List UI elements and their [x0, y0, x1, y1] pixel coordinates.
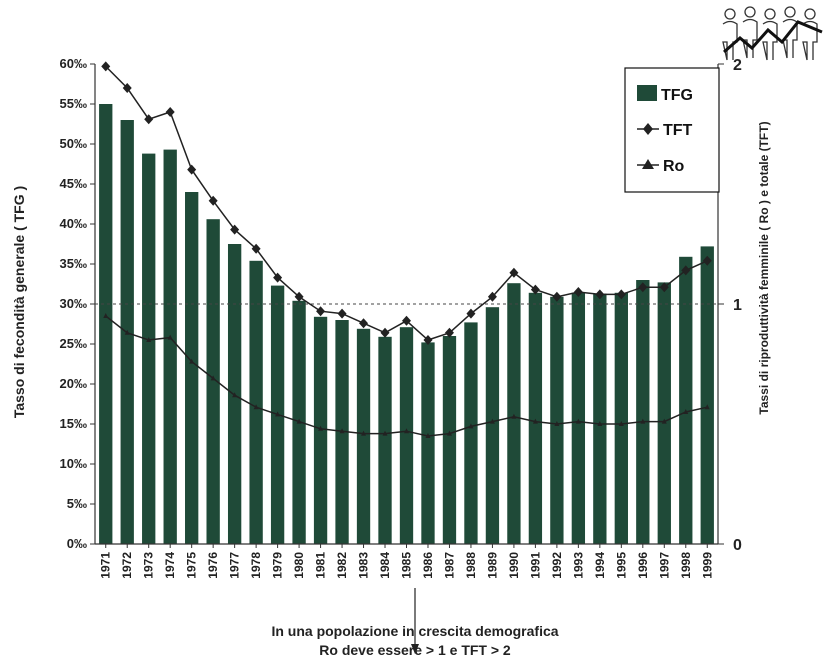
y-left-tick-label: 15‰: [60, 416, 87, 431]
y-left-tick-label: 10‰: [60, 456, 87, 471]
x-tick-label: 1984: [378, 552, 392, 579]
legend: TFG TFT Ro: [625, 68, 719, 192]
y-left-tick-label: 55‰: [60, 96, 87, 111]
x-tick-label: 1972: [120, 552, 134, 579]
x-tick-label: 1988: [464, 552, 478, 579]
point-tft-1984: [381, 328, 390, 338]
x-tick-label: 1993: [571, 552, 585, 579]
y-left-tick-label: 35‰: [60, 256, 87, 271]
bar-1995: [615, 293, 628, 544]
y-left-tick-label: 40‰: [60, 216, 87, 231]
bar-1991: [529, 293, 542, 544]
bar-1998: [679, 257, 692, 544]
bar-1993: [572, 293, 585, 544]
x-tick-label: 1974: [163, 552, 177, 579]
legend-label-tfg: TFG: [661, 87, 693, 104]
x-tick-label: 1994: [593, 552, 607, 579]
bar-1990: [507, 283, 520, 544]
y-left-tick-label: 0‰: [67, 536, 87, 551]
y-right-tick-label: 1: [733, 297, 742, 314]
y-right-tick-label: 0: [733, 537, 742, 554]
x-tick-label: 1997: [657, 552, 671, 579]
bar-1973: [142, 154, 155, 544]
y-axis-right-title: Tassi di riproduttività femminile ( Ro )…: [757, 121, 771, 414]
note-line-2: Ro deve essere > 1 e TFT > 2: [0, 642, 830, 658]
bar-1978: [249, 261, 262, 544]
y-left-tick-label: 30‰: [60, 296, 87, 311]
x-tick-label: 1990: [507, 552, 521, 579]
bar-1989: [486, 307, 499, 544]
bar-1988: [464, 322, 477, 544]
x-tick-label: 1971: [99, 552, 113, 579]
x-tick-label: 1986: [421, 552, 435, 579]
y-left-tick-label: 60‰: [60, 56, 87, 71]
x-tick-label: 1992: [550, 552, 564, 579]
bar-1975: [185, 192, 198, 544]
y-axis-left-title: Tasso di fecondità generale ( TFG ): [11, 186, 27, 418]
x-tick-label: 1987: [442, 552, 456, 579]
bar-1974: [164, 150, 177, 544]
x-tick-label: 1981: [314, 552, 328, 579]
y-left-tick-label: 25‰: [60, 336, 87, 351]
bar-1997: [658, 282, 671, 544]
x-tick-label: 1980: [292, 552, 306, 579]
legend-label-ro: Ro: [663, 158, 685, 175]
x-tick-label: 1976: [206, 552, 220, 579]
note-line-1: In una popolazione in crescita demografi…: [0, 623, 830, 639]
legend-swatch-tfg: [637, 85, 657, 101]
y-left-tick-label: 5‰: [67, 496, 87, 511]
people-growth-logo-icon: [718, 2, 828, 66]
x-tick-label: 1975: [185, 552, 199, 579]
x-tick-label: 1982: [335, 552, 349, 579]
bar-1987: [443, 336, 456, 544]
legend-label-tft: TFT: [663, 122, 693, 139]
x-tick-label: 1983: [357, 552, 371, 579]
y-left-tick-label: 50‰: [60, 136, 87, 151]
x-tick-label: 1996: [636, 552, 650, 579]
point-tft-1983: [359, 318, 368, 328]
bar-1984: [378, 337, 391, 544]
bar-1994: [593, 294, 606, 544]
point-tft-1981: [316, 306, 325, 316]
x-tick-label: 1973: [142, 552, 156, 579]
bar-1996: [636, 280, 649, 544]
x-tick-label: 1995: [614, 552, 628, 579]
y-left-tick-label: 45‰: [60, 176, 87, 191]
y-left-tick-label: 20‰: [60, 376, 87, 391]
bar-1986: [421, 342, 434, 544]
point-tft-1974: [166, 107, 175, 117]
x-tick-label: 1998: [679, 552, 693, 579]
point-tft-1982: [338, 309, 347, 319]
bar-1999: [701, 246, 714, 544]
x-tick-label: 1985: [400, 552, 414, 579]
bar-1971: [99, 104, 112, 544]
x-tick-label: 1999: [700, 552, 714, 579]
x-tick-label: 1977: [228, 552, 242, 579]
x-tick-label: 1978: [249, 552, 263, 579]
bar-1985: [400, 327, 413, 544]
bar-1983: [357, 329, 370, 544]
x-tick-label: 1989: [485, 552, 499, 579]
bar-1992: [550, 297, 563, 544]
x-tick-label: 1979: [271, 552, 285, 579]
x-tick-label: 1991: [528, 552, 542, 579]
